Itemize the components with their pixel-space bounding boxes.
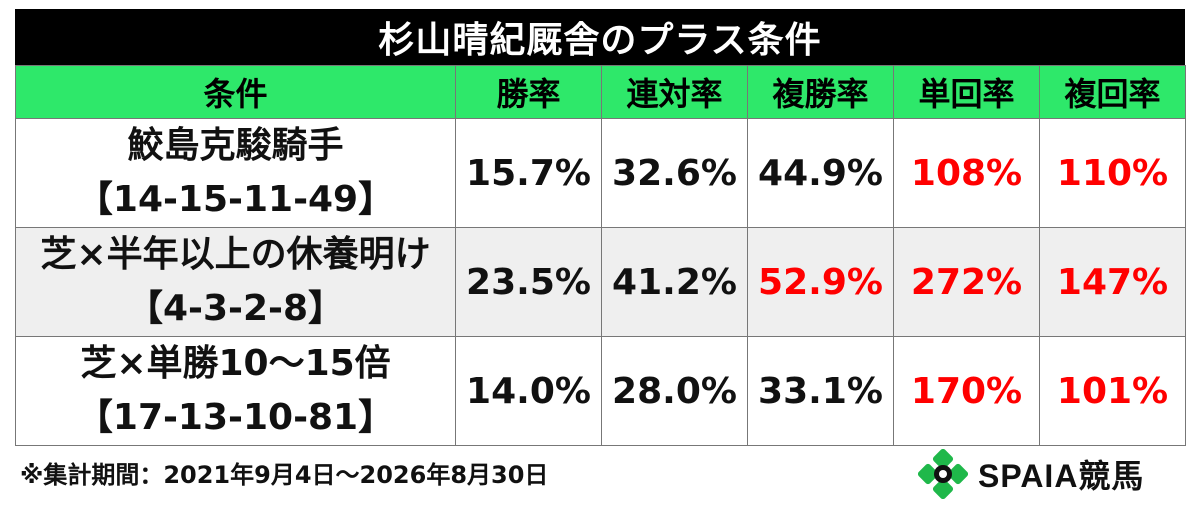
value-cell-highlight: 272% [893, 227, 1040, 337]
table-row: 芝×単勝10～15倍 【17-13-10-81】 14.0% 28.0% 33.… [15, 336, 1186, 446]
period-footnote: ※集計期間：2021年9月4日～2026年8月30日 [20, 461, 549, 489]
table-title: 杉山晴紀厩舎のプラス条件 [15, 9, 1185, 65]
table-row: 芝×半年以上の休養明け 【4-3-2-8】 23.5% 41.2% 52.9% … [15, 227, 1186, 337]
value-cell: 28.0% [601, 336, 748, 446]
condition-cell: 芝×半年以上の休養明け 【4-3-2-8】 [15, 227, 456, 337]
logo-text: SPAIA競馬 [978, 458, 1145, 494]
condition-label: 鮫島克駿騎手 [127, 125, 344, 166]
spaia-logo-icon [918, 449, 968, 499]
header-cell: 複勝率 [747, 65, 894, 119]
record-label: 【14-15-11-49】 [76, 179, 395, 220]
value-cell: 14.0% [455, 336, 602, 446]
value-cell: 33.1% [747, 336, 894, 446]
condition-cell: 鮫島克駿騎手 【14-15-11-49】 [15, 118, 456, 228]
record-label: 【17-13-10-81】 [76, 397, 395, 438]
value-cell: 15.7% [455, 118, 602, 228]
condition-label: 芝×単勝10～15倍 [80, 343, 391, 384]
header-cell: 連対率 [601, 65, 748, 119]
condition-cell: 芝×単勝10～15倍 【17-13-10-81】 [15, 336, 456, 446]
value-cell-highlight: 52.9% [747, 227, 894, 337]
value-cell: 44.9% [747, 118, 894, 228]
value-cell-highlight: 110% [1039, 118, 1186, 228]
header-cell: 勝率 [455, 65, 602, 119]
condition-label: 芝×半年以上の休養明け [40, 234, 431, 275]
value-cell-highlight: 170% [893, 336, 1040, 446]
value-cell: 32.6% [601, 118, 748, 228]
value-cell-highlight: 108% [893, 118, 1040, 228]
header-cell: 複回率 [1039, 65, 1186, 119]
header-cell: 条件 [15, 65, 456, 119]
stats-table: 条件 勝率 連対率 複勝率 単回率 複回率 鮫島克駿騎手 【14-15-11-4… [15, 65, 1186, 446]
value-cell: 23.5% [455, 227, 602, 337]
value-cell-highlight: 147% [1039, 227, 1186, 337]
table-row: 鮫島克駿騎手 【14-15-11-49】 15.7% 32.6% 44.9% 1… [15, 118, 1186, 228]
header-cell: 単回率 [893, 65, 1040, 119]
record-label: 【4-3-2-8】 [126, 288, 345, 329]
spaia-logo: SPAIA競馬 [918, 449, 1144, 499]
value-cell: 41.2% [601, 227, 748, 337]
header-row: 条件 勝率 連対率 複勝率 単回率 複回率 [15, 65, 1186, 119]
value-cell-highlight: 101% [1039, 336, 1186, 446]
